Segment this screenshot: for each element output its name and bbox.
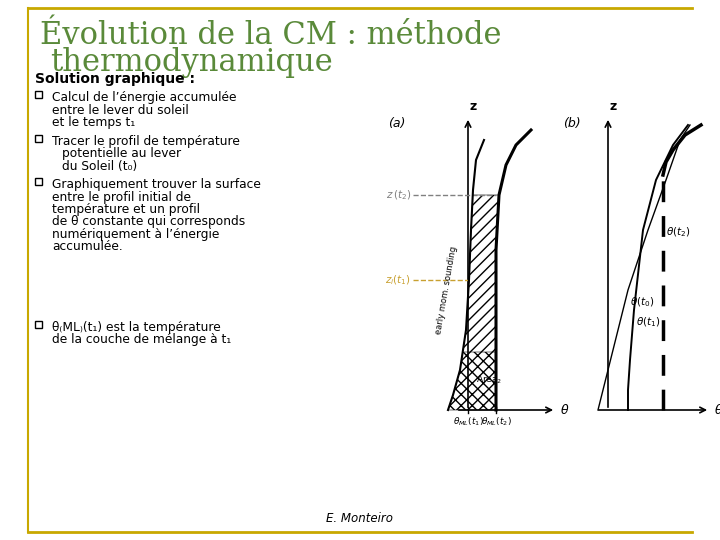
Polygon shape xyxy=(462,195,499,355)
Text: Calcul de l’énergie accumulée: Calcul de l’énergie accumulée xyxy=(52,91,236,104)
Text: E. Monteiro: E. Monteiro xyxy=(326,511,394,524)
Text: du Soleil (t₀): du Soleil (t₀) xyxy=(62,160,138,173)
Text: (a): (a) xyxy=(388,117,405,130)
Text: $\theta$: $\theta$ xyxy=(560,403,570,417)
Bar xyxy=(35,178,42,185)
Text: de la couche de mélange à t₁: de la couche de mélange à t₁ xyxy=(52,334,231,347)
Bar xyxy=(35,91,42,98)
Text: accumulée.: accumulée. xyxy=(52,240,122,253)
Text: $\theta_{ML}(t_2)$: $\theta_{ML}(t_2)$ xyxy=(481,415,511,428)
Text: thermodynamique: thermodynamique xyxy=(50,47,333,78)
Text: $z_i(t_1)$: $z_i(t_1)$ xyxy=(385,273,411,287)
Text: de θ constante qui corresponds: de θ constante qui corresponds xyxy=(52,215,246,228)
Text: (b): (b) xyxy=(563,117,580,130)
Text: Évolution de la CM : méthode: Évolution de la CM : méthode xyxy=(40,20,502,51)
Text: potentielle au lever: potentielle au lever xyxy=(62,147,181,160)
Text: $\theta(t_1)$: $\theta(t_1)$ xyxy=(636,315,660,329)
Text: $\theta$: $\theta$ xyxy=(714,403,720,417)
Text: et le temps t₁: et le temps t₁ xyxy=(52,116,135,129)
Bar xyxy=(35,321,42,327)
Bar xyxy=(35,134,42,141)
Text: z: z xyxy=(610,100,617,113)
Text: numériquement à l’énergie: numériquement à l’énergie xyxy=(52,228,220,241)
Text: Solution graphique :: Solution graphique : xyxy=(35,72,195,86)
Text: z: z xyxy=(470,100,477,113)
Text: entre le lever du soleil: entre le lever du soleil xyxy=(52,104,189,117)
Text: $\theta(t_0)$: $\theta(t_0)$ xyxy=(630,295,654,308)
Text: Area$_2$: Area$_2$ xyxy=(476,374,503,386)
Text: entre le profil initial de: entre le profil initial de xyxy=(52,191,191,204)
Text: Tracer le profil de température: Tracer le profil de température xyxy=(52,135,240,148)
Text: $z\,(t_2)$: $z\,(t_2)$ xyxy=(386,188,411,202)
Text: $\theta_{ML}(t_1)$: $\theta_{ML}(t_1)$ xyxy=(453,415,483,428)
Polygon shape xyxy=(448,352,496,410)
Text: température et un profil: température et un profil xyxy=(52,203,200,216)
Text: θ₍ML₎(t₁) est la température: θ₍ML₎(t₁) est la température xyxy=(52,321,221,334)
Text: Graphiquement trouver la surface: Graphiquement trouver la surface xyxy=(52,178,261,191)
Text: early mom. sounding: early mom. sounding xyxy=(434,245,458,335)
Text: $\theta(t_2)$: $\theta(t_2)$ xyxy=(666,225,690,239)
